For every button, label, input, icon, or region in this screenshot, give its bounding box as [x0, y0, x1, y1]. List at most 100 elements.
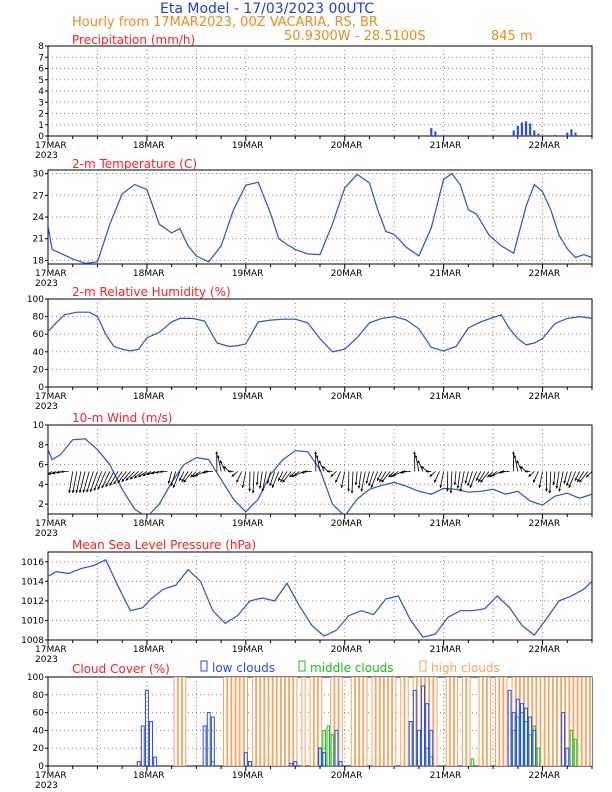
wind-arrow — [97, 471, 107, 490]
high-cloud-bar — [556, 677, 562, 766]
y-tick-label: 1010 — [21, 616, 44, 626]
y-tick-label: 60 — [33, 709, 45, 719]
wind-arrow — [316, 454, 321, 472]
wind-arrow-head — [183, 479, 187, 483]
x-tick-label: 22MAR — [529, 269, 561, 279]
wind-arrow-head — [513, 455, 517, 458]
y-tick-label: 24 — [33, 213, 45, 223]
wind-arrow-head — [456, 485, 460, 489]
wind-arrow-head — [216, 455, 220, 458]
wind-arrow-head — [258, 485, 262, 489]
wind-arrow-head — [487, 474, 491, 478]
wind-arrow — [351, 471, 354, 494]
wind-arrow-head — [269, 483, 273, 487]
wind-arrow — [105, 471, 115, 488]
high-cloud-bar — [577, 677, 582, 766]
precip-bar — [516, 125, 519, 136]
wind-arrow-head — [400, 470, 404, 474]
wind-arrow-head — [453, 482, 457, 486]
wind-arrow-head — [241, 485, 245, 488]
low-cloud-bar — [528, 716, 533, 766]
wind-arrow-head — [511, 451, 515, 455]
wind-arrow-head — [469, 484, 473, 488]
panel-precip: 17MAR 18MAR 19MAR 20MAR 21MAR 22MAR 2023 012 345… — [35, 33, 593, 161]
high-cloud-bar — [565, 677, 570, 766]
wind-arrow-head — [181, 479, 185, 483]
y-tick-label: 1012 — [21, 597, 44, 607]
high-cloud-bar — [338, 677, 343, 766]
high-cloud-bar — [276, 677, 281, 766]
high-cloud-bar — [371, 677, 376, 766]
wind-arrow-head — [446, 488, 449, 492]
wind-line — [48, 438, 592, 514]
high-cloud-bar — [334, 677, 339, 766]
x-tick-label: 18MAR — [133, 771, 165, 781]
panel-mslp: 17MAR 18MAR 19MAR 20MAR 21MAR 22MAR 2023 1008 10… — [21, 538, 593, 665]
panel-rh: 17MAR 18MAR 19MAR 20MAR 21MAR 22MAR 2023 0 20 40 6… — [27, 285, 593, 412]
high-cloud-bar — [223, 677, 228, 766]
x-tick-label: 22MAR — [529, 519, 561, 529]
wind-arrow-head — [558, 488, 562, 492]
series-group — [48, 438, 592, 514]
y-tick-label: 21 — [33, 235, 44, 245]
wind-arrow-head — [538, 485, 542, 488]
wind-arrow — [242, 471, 247, 489]
x-tick-label: 22MAR — [529, 141, 561, 151]
low-cloud-bar — [421, 685, 425, 766]
wind-arrow-head — [68, 490, 72, 494]
wind-arrow-head — [548, 490, 552, 494]
x-tick-label: 19MAR — [232, 645, 264, 655]
low-cloud-bar — [425, 703, 430, 766]
high-cloud-bar — [243, 677, 248, 766]
wind-arrow — [86, 471, 94, 493]
precip-bar — [537, 133, 540, 136]
wind-arrow-head — [379, 479, 382, 483]
high-cloud-bar — [251, 677, 257, 766]
high-cloud-bar — [581, 677, 586, 766]
series-group — [48, 558, 592, 638]
wind-arrow-head — [429, 473, 433, 477]
panel-title: Cloud Cover (%) — [72, 662, 170, 676]
x-year-label: 2023 — [35, 781, 58, 791]
y-tick-label: 80 — [33, 313, 45, 323]
wind-arrow-head — [528, 473, 532, 477]
wind-arrow-head — [392, 473, 396, 477]
wind-arrow-head — [82, 489, 86, 493]
middle-cloud-bar — [573, 738, 578, 766]
wind-arrow-head — [524, 470, 528, 473]
wind-arrow-head — [413, 451, 416, 455]
x-tick-label: 21MAR — [430, 519, 462, 529]
x-tick-label: 17MAR — [35, 519, 67, 529]
wind-arrow — [109, 471, 119, 486]
plot-frame — [47, 298, 593, 388]
wind-arrow — [514, 454, 519, 472]
high-cloud-bar — [293, 677, 298, 766]
wind-arrow-head — [151, 471, 154, 475]
wind-arrow-head — [86, 489, 89, 493]
wind-arrow-head — [142, 473, 146, 476]
wind-arrow-head — [402, 470, 406, 473]
high-cloud-bar — [235, 677, 240, 766]
high-cloud-bar — [482, 677, 488, 766]
wind-arrow-head — [192, 474, 196, 478]
high-cloud-bar — [288, 677, 294, 766]
low-cloud-bar — [243, 752, 248, 766]
low-cloud-bar — [149, 721, 153, 766]
wind-arrow-head — [347, 488, 351, 492]
wind-arrow-head — [134, 475, 138, 479]
precip-bar — [524, 121, 528, 136]
y-tick-label: 1016 — [21, 558, 44, 568]
x-tick-label: 20MAR — [331, 645, 363, 655]
wind-arrow — [172, 471, 181, 488]
wind-arrow-head — [357, 485, 361, 489]
high-cloud-bar — [350, 677, 356, 766]
precip-bar — [553, 134, 557, 136]
x-tick-label: 17MAR — [35, 771, 67, 781]
precip-bar — [512, 130, 515, 136]
high-cloud-bar — [383, 677, 389, 766]
precip-bar — [434, 131, 437, 136]
legend-label: low clouds — [212, 661, 275, 675]
y-tick-label: 5 — [38, 76, 44, 86]
high-cloud-bar — [256, 677, 261, 766]
low-cloud-bar — [322, 752, 327, 766]
